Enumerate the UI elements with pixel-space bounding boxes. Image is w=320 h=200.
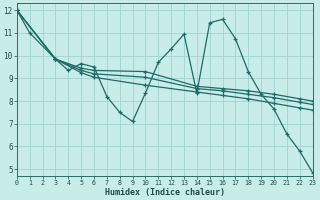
X-axis label: Humidex (Indice chaleur): Humidex (Indice chaleur) [105,188,225,197]
